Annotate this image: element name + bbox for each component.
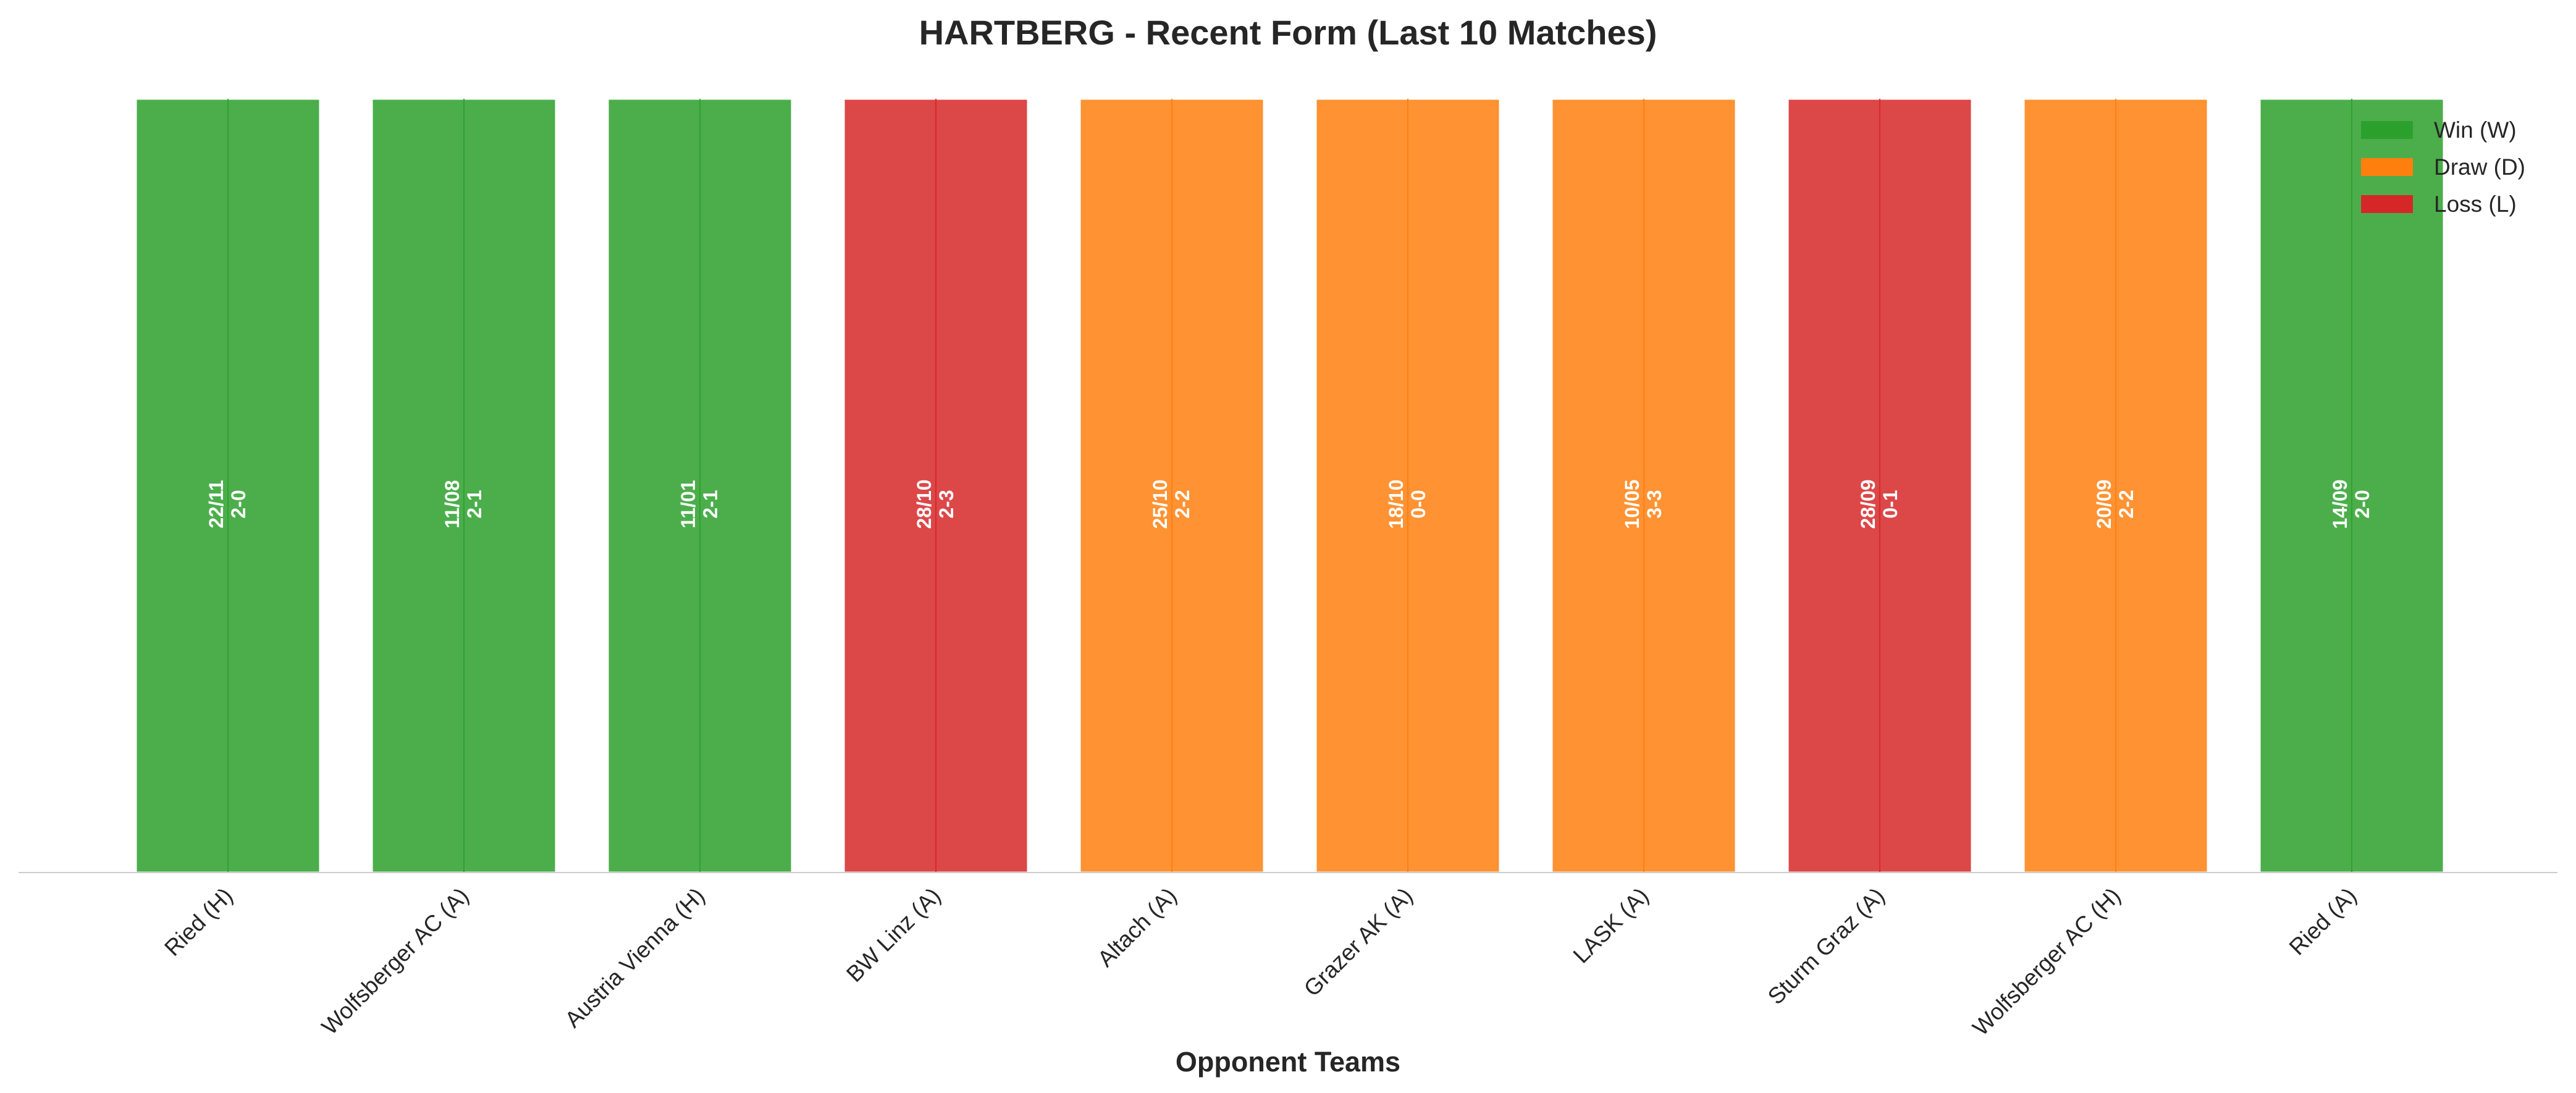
bar-label-6: 18/100-0 bbox=[1385, 479, 1429, 529]
bar-score-1: 2-0 bbox=[227, 490, 250, 518]
chart-title: HARTBERG - Recent Form (Last 10 Matches) bbox=[919, 13, 1657, 52]
bar-label-3: 11/012-1 bbox=[677, 480, 722, 528]
bar-score-10: 2-0 bbox=[2351, 490, 2373, 518]
legend: Win (W) Draw (D) Loss (L) bbox=[2361, 117, 2525, 217]
bar-date-5: 25/10 bbox=[1149, 479, 1171, 529]
bar-score-7: 3-3 bbox=[1643, 490, 1665, 518]
bar-label-2: 11/082-1 bbox=[441, 480, 486, 528]
bar-score-5: 2-2 bbox=[1171, 490, 1193, 518]
legend-swatch-l bbox=[2361, 195, 2413, 213]
bar-label-10: 14/092-0 bbox=[2329, 479, 2373, 529]
legend-label-w: Win (W) bbox=[2434, 117, 2517, 143]
legend-label-l: Loss (L) bbox=[2434, 191, 2517, 217]
bars-layer bbox=[135, 98, 2445, 874]
bar-score-9: 2-2 bbox=[2115, 490, 2137, 518]
legend-swatch-d bbox=[2361, 158, 2413, 176]
bar-score-6: 0-0 bbox=[1407, 490, 1429, 518]
bar-label-5: 25/102-2 bbox=[1149, 479, 1193, 529]
bar-labels-layer: 22/112-0 11/082-1 11/012-1 28/102-3 25/102-2… bbox=[205, 479, 2373, 529]
bar-date-1: 22/11 bbox=[205, 480, 227, 528]
bar-date-4: 28/10 bbox=[913, 479, 935, 529]
bar-date-8: 28/09 bbox=[1857, 479, 1879, 529]
bar-score-2: 2-1 bbox=[463, 490, 486, 518]
bar-date-7: 10/05 bbox=[1621, 479, 1643, 529]
bar-date-3: 11/01 bbox=[677, 480, 699, 528]
bar-score-8: 0-1 bbox=[1879, 490, 1901, 518]
bar-label-7: 10/053-3 bbox=[1621, 479, 1665, 529]
bar-label-8: 28/090-1 bbox=[1857, 479, 1901, 529]
bar-date-6: 18/10 bbox=[1385, 479, 1407, 529]
x-axis-label: Opponent Teams bbox=[1176, 1046, 1400, 1078]
legend-swatch-w bbox=[2361, 121, 2413, 139]
bar-label-1: 22/112-0 bbox=[205, 480, 250, 528]
bar-date-10: 14/09 bbox=[2329, 479, 2351, 529]
bar-label-4: 28/102-3 bbox=[913, 479, 958, 529]
bar-date-2: 11/08 bbox=[441, 480, 463, 528]
bar-score-3: 2-1 bbox=[699, 490, 722, 518]
bar-label-9: 20/092-2 bbox=[2093, 479, 2137, 529]
bar-date-9: 20/09 bbox=[2093, 479, 2115, 529]
bar-score-4: 2-3 bbox=[935, 490, 958, 518]
legend-label-d: Draw (D) bbox=[2434, 154, 2525, 180]
